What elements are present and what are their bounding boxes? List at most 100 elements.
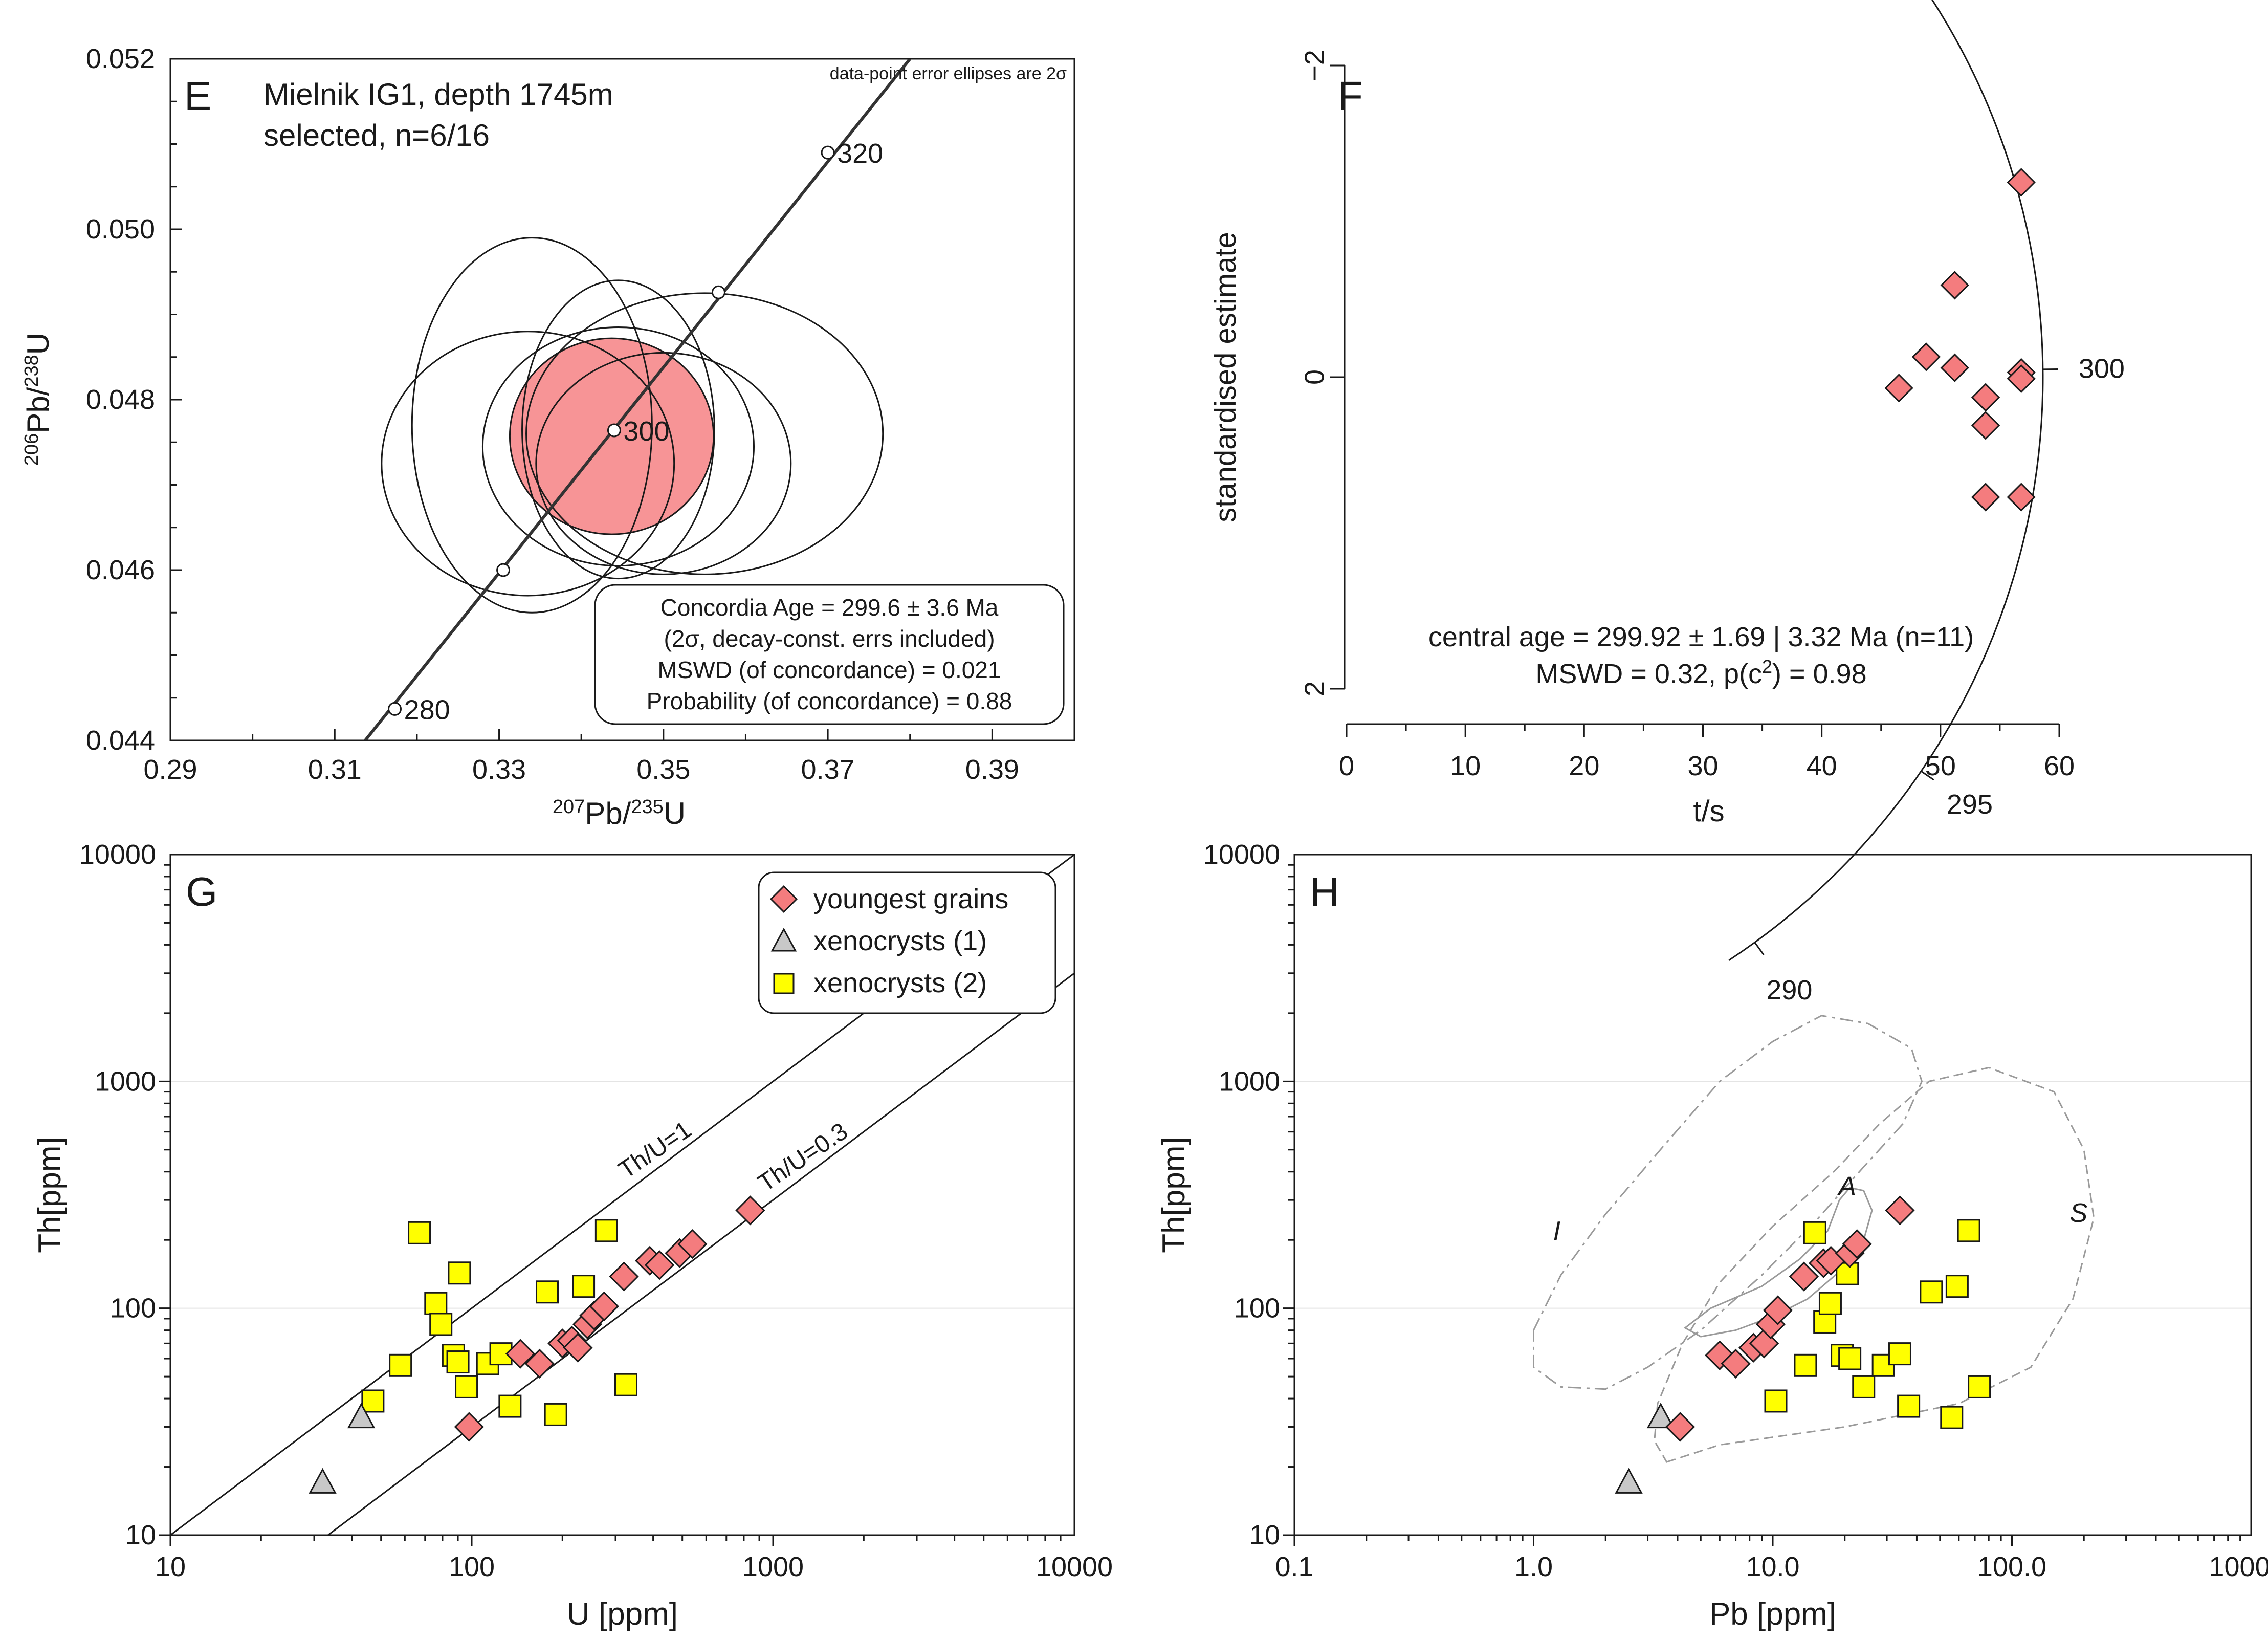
xenocryst-2-point: [389, 1353, 412, 1377]
y-tick-label: −2: [1299, 50, 1330, 81]
y-tick-label: 0: [1299, 369, 1330, 385]
xenocryst-2-point: [1836, 1262, 1859, 1285]
panel-letter: G: [186, 869, 217, 914]
x-tick-label: 20: [1569, 751, 1599, 781]
y-axis-label: Th[ppm]: [1156, 1137, 1192, 1253]
x-tick-label: 0: [1339, 751, 1354, 781]
xenocryst-2-point: [429, 1313, 453, 1336]
x-tick-label: 100: [449, 1551, 495, 1582]
youngest-grain-point: [1705, 1340, 1735, 1370]
youngest-grain-point: [2007, 364, 2036, 394]
error-ellipse: [525, 292, 884, 575]
xenocryst-2-point: [1852, 1375, 1876, 1398]
radial-scale-label: 290: [1766, 975, 1812, 1006]
youngest-grain-point: [1971, 383, 2000, 412]
x-axis-label: t/s: [1693, 795, 1724, 828]
xenocryst-2-point: [1838, 1347, 1862, 1370]
y-axis-label: standardised estimate: [1209, 232, 1242, 522]
i-field-label: I: [1553, 1216, 1560, 1246]
x-tick-label: 0.35: [636, 754, 690, 785]
y-tick-label: 10: [125, 1520, 156, 1550]
xenocryst-2-point: [1818, 1292, 1842, 1315]
x-tick-label: 40: [1807, 751, 1837, 781]
y-tick-label: 0.050: [86, 214, 155, 245]
xenocryst-2-point: [594, 1219, 618, 1242]
ref-line-label: Th/U=1: [614, 1116, 696, 1184]
selection-note: selected, n=6/16: [263, 118, 490, 152]
error-ellipse: [521, 279, 715, 580]
xenocryst-2-point: [544, 1403, 567, 1426]
legend-youngest-marker: [769, 885, 798, 913]
x-tick-label: 0.1: [1275, 1551, 1313, 1582]
radial-scale-arc: [1728, 0, 2044, 961]
xenocryst-2-point: [446, 1350, 470, 1374]
legend-xenocryst-1-marker: [770, 927, 797, 952]
y-axis-label: 206Pb/238U: [21, 333, 55, 466]
xenocryst-2-point: [1920, 1280, 1943, 1304]
youngest-grain-point: [563, 1332, 593, 1363]
result-box: [594, 584, 1065, 725]
youngest-grain-point: [2007, 168, 2036, 197]
y-tick-label: 0.044: [86, 725, 155, 756]
y-tick-label: 0.048: [86, 384, 155, 415]
xenocryst-2-point: [1888, 1342, 1911, 1366]
xenocryst-2-point: [1957, 1219, 1980, 1242]
x-tick-label: 60: [2044, 751, 2075, 781]
central-age-stats: central age = 299.92 ± 1.69 | 3.32 Ma (n…: [1428, 622, 1974, 652]
y-tick-label: 1000: [1219, 1066, 1280, 1097]
radial-scale-label: 300: [2079, 354, 2125, 384]
xenocryst-2-point: [1764, 1389, 1788, 1413]
youngest-grain-point: [1885, 1195, 1915, 1226]
y-tick-label: 2: [1299, 681, 1330, 696]
a-field-label: A: [1837, 1172, 1856, 1201]
youngest-grain-point: [1884, 374, 1913, 403]
concordia-age-marker: [388, 702, 402, 716]
radial-scale-label: 295: [1947, 789, 1993, 820]
i-type-field: [1533, 1015, 1923, 1390]
y-tick-label: 10000: [1203, 839, 1280, 870]
x-tick-label: 0.33: [472, 754, 526, 785]
xenocryst-2-point: [1803, 1221, 1826, 1244]
y-tick-label: 0.052: [86, 43, 155, 74]
xenocryst-2-point: [535, 1280, 559, 1304]
xenocryst-2-point: [572, 1275, 596, 1298]
panel-h-th-vs-pb: 0.1 1.0 10.0 100.0 1000.0 10 100 1000 10000 Pb [p…: [1156, 839, 2268, 1632]
youngest-grain-point: [1842, 1229, 1872, 1259]
youngest-grain-point: [1940, 353, 1969, 382]
xenocryst-2-point: [448, 1261, 471, 1285]
plot-area: 280 300 320: [364, 59, 912, 740]
result-line: (2σ, decay-const. errs included): [664, 625, 995, 652]
plot-area: [1533, 1015, 2095, 1494]
error-ellipse: [535, 352, 792, 575]
y-tick-label: 100: [1234, 1293, 1280, 1324]
x-tick-label: 10000: [1036, 1551, 1113, 1582]
x-tick-label: 100.0: [1977, 1551, 2046, 1582]
youngest-grain-point: [2007, 483, 2036, 512]
youngest-grain-point: [1971, 411, 2000, 440]
panel-letter: E: [184, 73, 211, 119]
result-line: Probability (of concordance) = 0.88: [647, 688, 1012, 714]
xenocryst-2-point: [1968, 1375, 1991, 1398]
xenocryst-1-point: [1615, 1468, 1643, 1494]
y-tick-label: 100: [110, 1293, 156, 1324]
y-tick-label: 10: [1249, 1520, 1280, 1550]
xenocryst-2-point: [614, 1373, 637, 1396]
xenocryst-2-point: [1897, 1394, 1921, 1418]
x-tick-label: 0.39: [965, 754, 1019, 785]
xenocryst-2-point: [455, 1375, 478, 1398]
concordia-age-marker: [821, 145, 835, 160]
youngest-grain-point: [1940, 271, 1969, 300]
youngest-grain-point: [524, 1348, 555, 1379]
panel-e-concordia: 0.29 0.31 0.33 0.35 0.37 0.39 0.044 0.046 0.048 0…: [21, 43, 1075, 831]
error-ellipse: [411, 237, 653, 614]
youngest-grain-point: [677, 1229, 708, 1259]
youngest-grain-point: [1911, 342, 1941, 371]
result-line: Concordia Age = 299.6 ± 3.6 Ma: [660, 594, 999, 621]
x-tick-label: 10.0: [1746, 1551, 1799, 1582]
panel-f-radial-plot: −2 0 2 standardised estimate 0 10 20 30 40 50 60 t/…: [1209, 0, 2125, 1006]
x-axis-label: U [ppm]: [567, 1597, 678, 1632]
xenocryst-2-point: [424, 1292, 448, 1315]
x-tick-label: 1000.0: [2209, 1551, 2268, 1582]
xenocryst-1-point: [1646, 1402, 1675, 1429]
